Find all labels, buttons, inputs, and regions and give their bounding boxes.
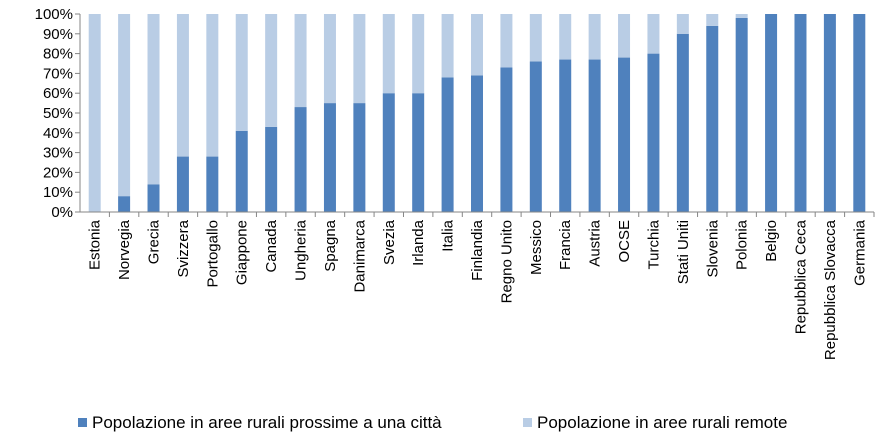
x-axis: Estonia Norvegia Grecia Svizzera Portogallo G… bbox=[80, 211, 875, 360]
bar-segment-near-city bbox=[500, 67, 513, 213]
bar-segment-near-city bbox=[206, 156, 219, 212]
legend-item-remote: Popolazione in aree rurali remote bbox=[523, 413, 787, 432]
x-tick-label: OCSE bbox=[616, 220, 633, 263]
x-tick-label: Italia bbox=[440, 219, 457, 251]
bar-segment-remote bbox=[471, 14, 483, 76]
bar-segment-remote bbox=[412, 14, 425, 94]
bar-segment-remote bbox=[265, 14, 278, 127]
bar-segment-remote bbox=[323, 14, 336, 104]
bar-segment-near-city bbox=[265, 126, 278, 212]
bar-segment-near-city bbox=[735, 17, 748, 213]
x-tick-label: Messico bbox=[528, 220, 545, 275]
bar-segment-near-city bbox=[353, 103, 366, 212]
x-tick-label: Finlandia bbox=[469, 219, 486, 281]
bar-segment-near-city bbox=[647, 53, 660, 212]
bar-segment-near-city bbox=[853, 14, 866, 212]
x-tick-label: Canada bbox=[263, 219, 280, 272]
bar-segment-remote bbox=[353, 14, 366, 104]
bar-segment-remote bbox=[647, 14, 660, 54]
bar-segment-near-city bbox=[323, 103, 336, 212]
x-tick-label: Austria bbox=[587, 219, 604, 266]
y-tick-label: 70% bbox=[43, 65, 73, 82]
legend-item-near-city: Popolazione in aree rurali prossime a un… bbox=[78, 413, 442, 432]
y-tick-label: 30% bbox=[43, 145, 73, 162]
bar-segment-near-city bbox=[529, 61, 542, 212]
x-tick-label: Svezia bbox=[381, 219, 398, 265]
x-tick-label: Danimarca bbox=[351, 219, 368, 292]
bar-segment-near-city bbox=[588, 59, 601, 212]
bar-segment-remote bbox=[147, 14, 160, 185]
bar-segment-near-city bbox=[235, 130, 248, 212]
x-tick-label: Repubblica Ceca bbox=[792, 219, 809, 334]
x-tick-label: Grecia bbox=[146, 219, 163, 264]
bar-segment-remote bbox=[382, 14, 395, 94]
bar-segment-near-city bbox=[765, 14, 778, 212]
bar-segment-remote bbox=[559, 14, 572, 60]
bar-segment-near-city bbox=[794, 14, 807, 212]
bar-segment-remote bbox=[176, 14, 189, 157]
bar-segment-near-city bbox=[412, 93, 425, 212]
legend-swatch bbox=[78, 418, 87, 427]
bar-segment-near-city bbox=[676, 33, 689, 212]
bar-segment-near-city bbox=[706, 25, 719, 212]
y-tick-label: 80% bbox=[43, 46, 73, 63]
bar-segment-remote bbox=[500, 14, 513, 68]
x-tick-label: Estonia bbox=[87, 219, 104, 270]
bar-segment-remote bbox=[676, 14, 689, 34]
x-tick-label: Slovenia bbox=[704, 219, 721, 277]
bar-segment-near-city bbox=[823, 14, 836, 212]
y-tick-label: 100% bbox=[35, 6, 73, 23]
bar-segment-remote bbox=[706, 14, 719, 26]
y-tick-label: 50% bbox=[43, 105, 73, 122]
bar-segment-near-city bbox=[382, 93, 395, 212]
y-tick-label: 60% bbox=[43, 85, 73, 102]
legend-label: Popolazione in aree rurali remote bbox=[537, 413, 787, 432]
y-tick-label: 90% bbox=[43, 26, 73, 43]
legend-label: Popolazione in aree rurali prossime a un… bbox=[92, 413, 442, 432]
x-tick-label: Repubblica Slovacca bbox=[822, 219, 839, 360]
bar-segment-remote bbox=[735, 14, 748, 18]
x-tick-label: Portogallo bbox=[204, 220, 221, 288]
bar-segment-remote bbox=[529, 14, 542, 62]
bar-segment-remote bbox=[235, 14, 248, 131]
x-tick-label: Irlanda bbox=[410, 219, 427, 266]
bars bbox=[88, 14, 866, 213]
bar-segment-near-city bbox=[559, 59, 572, 212]
bar-segment-remote bbox=[118, 14, 131, 197]
x-tick-label: Francia bbox=[557, 219, 574, 270]
y-tick-label: 10% bbox=[43, 184, 73, 201]
legend: Popolazione in aree rurali prossime a un… bbox=[78, 413, 787, 432]
y-tick-label: 0% bbox=[51, 204, 73, 221]
x-tick-label: Belgio bbox=[763, 220, 780, 262]
x-tick-label: Ungheria bbox=[293, 219, 310, 281]
x-tick-label: Regno Unito bbox=[498, 220, 515, 303]
bar-segment-remote bbox=[588, 14, 601, 60]
bar-segment-near-city bbox=[618, 57, 631, 213]
x-tick-label: Giappone bbox=[234, 220, 251, 285]
y-tick-label: 40% bbox=[43, 125, 73, 142]
bar-segment-near-city bbox=[294, 107, 307, 212]
bar-segment-remote bbox=[618, 14, 631, 58]
y-axis: 0% 10% 20% 30% 40% 50% 60% 70% 80% 90% 100% bbox=[35, 6, 81, 221]
legend-swatch bbox=[523, 418, 532, 427]
x-tick-label: Stati Uniti bbox=[675, 220, 692, 284]
x-tick-label: Polonia bbox=[734, 219, 751, 270]
x-tick-label: Spagna bbox=[322, 219, 339, 271]
bar-segment-remote bbox=[294, 14, 307, 108]
bar-segment-near-city bbox=[441, 77, 454, 212]
bar-segment-near-city bbox=[118, 196, 131, 212]
bar-segment-near-city bbox=[147, 184, 160, 212]
bar-segment-remote bbox=[206, 14, 219, 157]
x-tick-label: Norvegia bbox=[116, 219, 133, 280]
x-tick-label: Svizzera bbox=[175, 219, 192, 277]
x-tick-label: Germania bbox=[851, 219, 868, 286]
y-tick-label: 20% bbox=[43, 164, 73, 181]
bar-segment-near-city bbox=[471, 75, 483, 212]
x-tick-label: Turchia bbox=[645, 219, 662, 269]
bar-segment-remote bbox=[88, 14, 101, 212]
bar-segment-remote bbox=[441, 14, 454, 78]
bar-segment-near-city bbox=[176, 156, 189, 212]
